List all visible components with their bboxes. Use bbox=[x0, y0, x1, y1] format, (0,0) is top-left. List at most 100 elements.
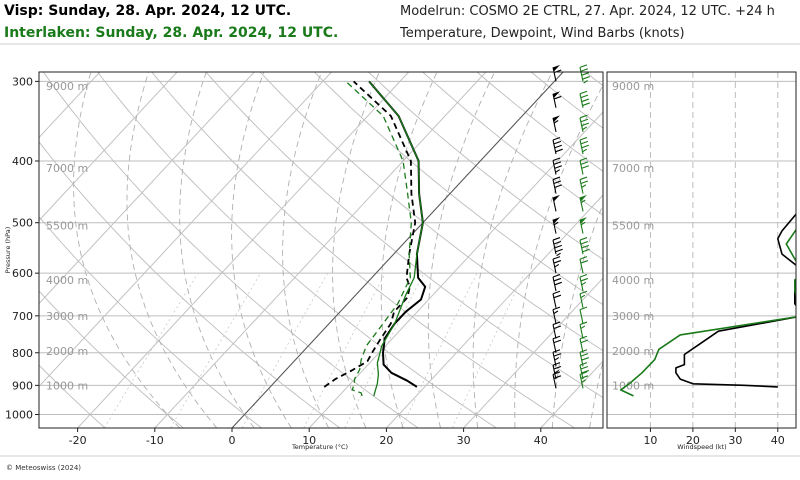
wind-barb-feather bbox=[581, 72, 589, 76]
skew-t-profiles bbox=[323, 80, 427, 397]
skew-t-ylabel: Pressure (hPa) bbox=[4, 227, 12, 274]
wind-barb-feather bbox=[580, 180, 589, 184]
wind-barb bbox=[579, 157, 589, 175]
wind-barb-staff bbox=[579, 239, 584, 255]
wind-barb-staff bbox=[552, 309, 557, 324]
skew-t-grid: 1000 m 2000 m 3000 m 4000 m 5500 m 7000 m 9000… bbox=[39, 72, 800, 428]
wind-barb-feather bbox=[580, 140, 589, 145]
wind-barb-staff bbox=[552, 338, 557, 353]
dry-adiabat-line bbox=[39, 364, 106, 428]
skew-t-xlabel: Temperature (°C) bbox=[291, 443, 348, 451]
dry-adiabat-line bbox=[259, 72, 603, 352]
wind-barb-staff bbox=[552, 365, 557, 380]
wind-barb-feather bbox=[553, 240, 562, 245]
wind-barb bbox=[552, 371, 562, 389]
dry-adiabat-line bbox=[422, 72, 603, 216]
wind-barb bbox=[579, 114, 589, 132]
windspeed-frame bbox=[606, 71, 797, 429]
skew-t-axes: 300 400 500 600 700 800 900 1000 -20 -10 0 10 20 30 40 bbox=[5, 75, 548, 447]
wind-barb-feather bbox=[580, 294, 586, 299]
wind-barb-feather bbox=[580, 221, 586, 226]
wind-barb-feather bbox=[581, 122, 589, 127]
moist-adiabat-line bbox=[332, 72, 380, 428]
wind-barb-feather bbox=[580, 199, 586, 204]
wind-barb-feather bbox=[580, 118, 589, 123]
wind-barb bbox=[579, 217, 587, 234]
wind-barb-feather bbox=[553, 277, 562, 282]
dry-adiabat-line bbox=[39, 216, 262, 428]
wind-barb-feather bbox=[581, 244, 589, 249]
wind-barb-staff bbox=[579, 219, 584, 234]
wind-barb-staff bbox=[552, 197, 557, 212]
wind-barb-feather bbox=[552, 290, 561, 295]
wind-barb-feather bbox=[581, 144, 589, 149]
isotherm-line bbox=[540, 360, 603, 428]
wind-barb-feather bbox=[554, 263, 560, 268]
skew-t-frame bbox=[38, 71, 604, 429]
windspeed-line-0 bbox=[675, 212, 796, 388]
wind-barb-feather bbox=[582, 76, 590, 80]
mixing-ratio-line bbox=[241, 272, 329, 428]
wind-barb-pennant bbox=[553, 217, 560, 224]
wind-barb-staff bbox=[552, 67, 557, 82]
wind-barb bbox=[579, 362, 589, 380]
wind-barb-feather bbox=[580, 68, 589, 72]
wind-barb-feather bbox=[552, 256, 561, 260]
moist-adiabat-line bbox=[179, 72, 255, 428]
windspeed-altitude-label: 2000 m bbox=[612, 345, 654, 358]
wind-barb-feather bbox=[580, 339, 589, 344]
isotherm-line bbox=[39, 72, 101, 139]
dry-adiabat-line bbox=[151, 72, 575, 428]
wind-barb-feather bbox=[552, 157, 561, 161]
wind-barb bbox=[552, 157, 562, 175]
wind-barb-staff bbox=[579, 160, 584, 175]
wind-barb-feather bbox=[579, 256, 588, 260]
x-tick-label: 0 bbox=[229, 434, 236, 447]
wind-barb-staff bbox=[579, 117, 584, 132]
wind-barb-staff bbox=[579, 309, 584, 324]
wind-barb-staff bbox=[579, 197, 584, 212]
moist-adiabat-line bbox=[514, 84, 603, 428]
wind-barb bbox=[552, 274, 562, 292]
wind-barb-feather bbox=[552, 274, 561, 278]
moist-adiabat-line bbox=[589, 359, 603, 428]
wind-barb-feather bbox=[580, 353, 589, 357]
wind-barb-staff bbox=[552, 293, 557, 308]
wind-barb-feather bbox=[580, 366, 589, 370]
moist-adiabat-line bbox=[282, 72, 330, 428]
wind-barb bbox=[579, 256, 589, 274]
title-location1: Visp: Sunday, 28. Apr. 2024, 12 UTC. bbox=[4, 3, 291, 19]
y-tick-label: 400 bbox=[12, 155, 33, 168]
wind-barb-pennant bbox=[580, 217, 587, 224]
wind-barb-feather bbox=[579, 335, 588, 340]
wind-barb-feather bbox=[552, 321, 561, 326]
wind-barb-feather bbox=[553, 140, 562, 145]
wind-barb-feather bbox=[554, 357, 560, 361]
wind-barb-pennant bbox=[553, 91, 560, 98]
moist-adiabat-line bbox=[551, 203, 603, 428]
wind-barb-feather bbox=[553, 180, 562, 184]
wind-barb-staff bbox=[579, 179, 584, 194]
wind-barb-staff bbox=[579, 324, 584, 339]
wind-barb-feather bbox=[555, 169, 560, 173]
profile-line-1 bbox=[323, 80, 417, 388]
wind-barb bbox=[552, 176, 562, 194]
dry-adiabat-line bbox=[748, 72, 800, 428]
wind-barb bbox=[579, 194, 587, 212]
y-tick-label: 300 bbox=[12, 75, 33, 88]
wind-barb-feather bbox=[582, 126, 587, 130]
wind-barb-feather bbox=[552, 371, 561, 375]
wind-barb-pennant bbox=[553, 115, 560, 122]
wind-barb-feather bbox=[579, 157, 588, 161]
wind-barb-staff bbox=[552, 219, 557, 234]
wind-barb-staff bbox=[552, 117, 557, 132]
dry-adiabat-line bbox=[368, 72, 603, 261]
altitude-label: 4000 m bbox=[46, 274, 88, 287]
isotherm-line bbox=[154, 72, 487, 428]
x-tick-label: -20 bbox=[69, 434, 87, 447]
wind-barb bbox=[552, 237, 563, 257]
wind-barb-feather bbox=[553, 366, 562, 370]
wind-barb-staff bbox=[552, 259, 557, 274]
windspeed-tick-label: 30 bbox=[728, 434, 742, 447]
